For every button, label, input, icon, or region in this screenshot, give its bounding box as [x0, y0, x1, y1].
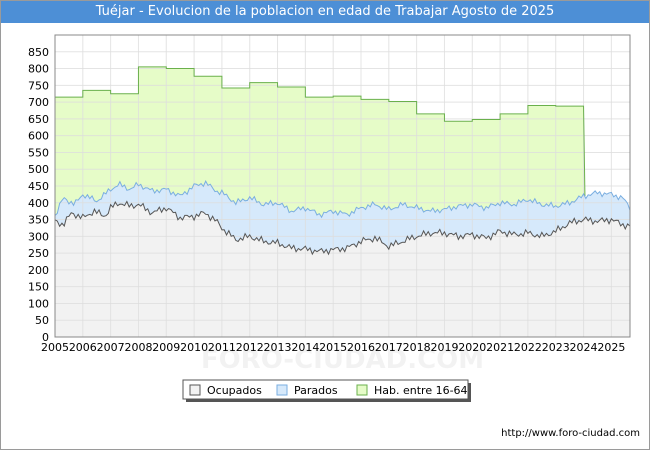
- y-tick-label: 250: [28, 247, 49, 260]
- legend-box: [182, 379, 469, 400]
- y-tick-label: 150: [28, 281, 49, 294]
- legend-ocupados-label: Ocupados: [207, 384, 262, 397]
- legend: Ocupados Parados Hab. entre 16-64: [182, 379, 471, 402]
- x-tick-label: 2006: [69, 341, 97, 354]
- x-tick-label: 2014: [291, 341, 319, 354]
- y-tick-label: 450: [28, 180, 49, 193]
- y-tick-label: 800: [28, 63, 49, 76]
- legend-hab-label: Hab. entre 16-64: [374, 384, 468, 397]
- y-tick-label: 100: [28, 297, 49, 310]
- y-tick-label: 300: [28, 230, 49, 243]
- x-tick-label: 2019: [430, 341, 458, 354]
- y-tick-label: 500: [28, 163, 49, 176]
- y-tick-label: 750: [28, 79, 49, 92]
- y-tick-label: 350: [28, 214, 49, 227]
- y-tick-label: 200: [28, 264, 49, 277]
- x-tick-label: 2022: [514, 341, 542, 354]
- x-tick-label: 2009: [152, 341, 180, 354]
- x-tick-label: 2012: [236, 341, 264, 354]
- y-tick-label: 50: [35, 314, 49, 327]
- x-tick-label: 2010: [180, 341, 208, 354]
- y-tick-label: 550: [28, 146, 49, 159]
- x-tick-label: 2005: [41, 341, 69, 354]
- y-tick-label: 650: [28, 113, 49, 126]
- series-parados-line: [54, 180, 631, 219]
- x-tick-label: 2011: [208, 341, 236, 354]
- x-tick-label: 2023: [542, 341, 570, 354]
- plot-border: [54, 34, 631, 338]
- x-tick-label: 2017: [375, 341, 403, 354]
- x-tick-label: 2013: [264, 341, 292, 354]
- y-tick-label: 400: [28, 197, 49, 210]
- x-tick-label: 2008: [124, 341, 152, 354]
- x-tick-label: 2024: [570, 341, 598, 354]
- x-tick-label: 2007: [97, 341, 125, 354]
- x-tick-label: 2020: [458, 341, 486, 354]
- series-hab-line: [55, 66, 586, 197]
- x-tick-label: 2025: [597, 341, 625, 354]
- legend-ocupados-swatch: [189, 384, 201, 396]
- series-hab-area: [55, 66, 585, 218]
- x-tick-label: 2018: [403, 341, 431, 354]
- source-url[interactable]: http://www.foro-ciudad.com: [501, 428, 640, 439]
- y-tick-label: 0: [42, 331, 49, 344]
- chart-title: Tuéjar - Evolucion de la poblacion en ed…: [1, 1, 649, 23]
- series-ocupados-line: [54, 200, 631, 256]
- legend-parados-label: Parados: [294, 384, 338, 397]
- y-tick-label: 700: [28, 96, 49, 109]
- x-tick-label: 2021: [486, 341, 514, 354]
- y-tick-label: 600: [28, 130, 49, 143]
- legend-parados-swatch: [276, 384, 288, 396]
- legend-hab-swatch: [356, 384, 368, 396]
- x-tick-label: 2015: [319, 341, 347, 354]
- x-tick-label: 2016: [347, 341, 375, 354]
- y-tick-label: 850: [28, 46, 49, 59]
- watermark: FORO-CIUDAD.COM: [201, 345, 484, 375]
